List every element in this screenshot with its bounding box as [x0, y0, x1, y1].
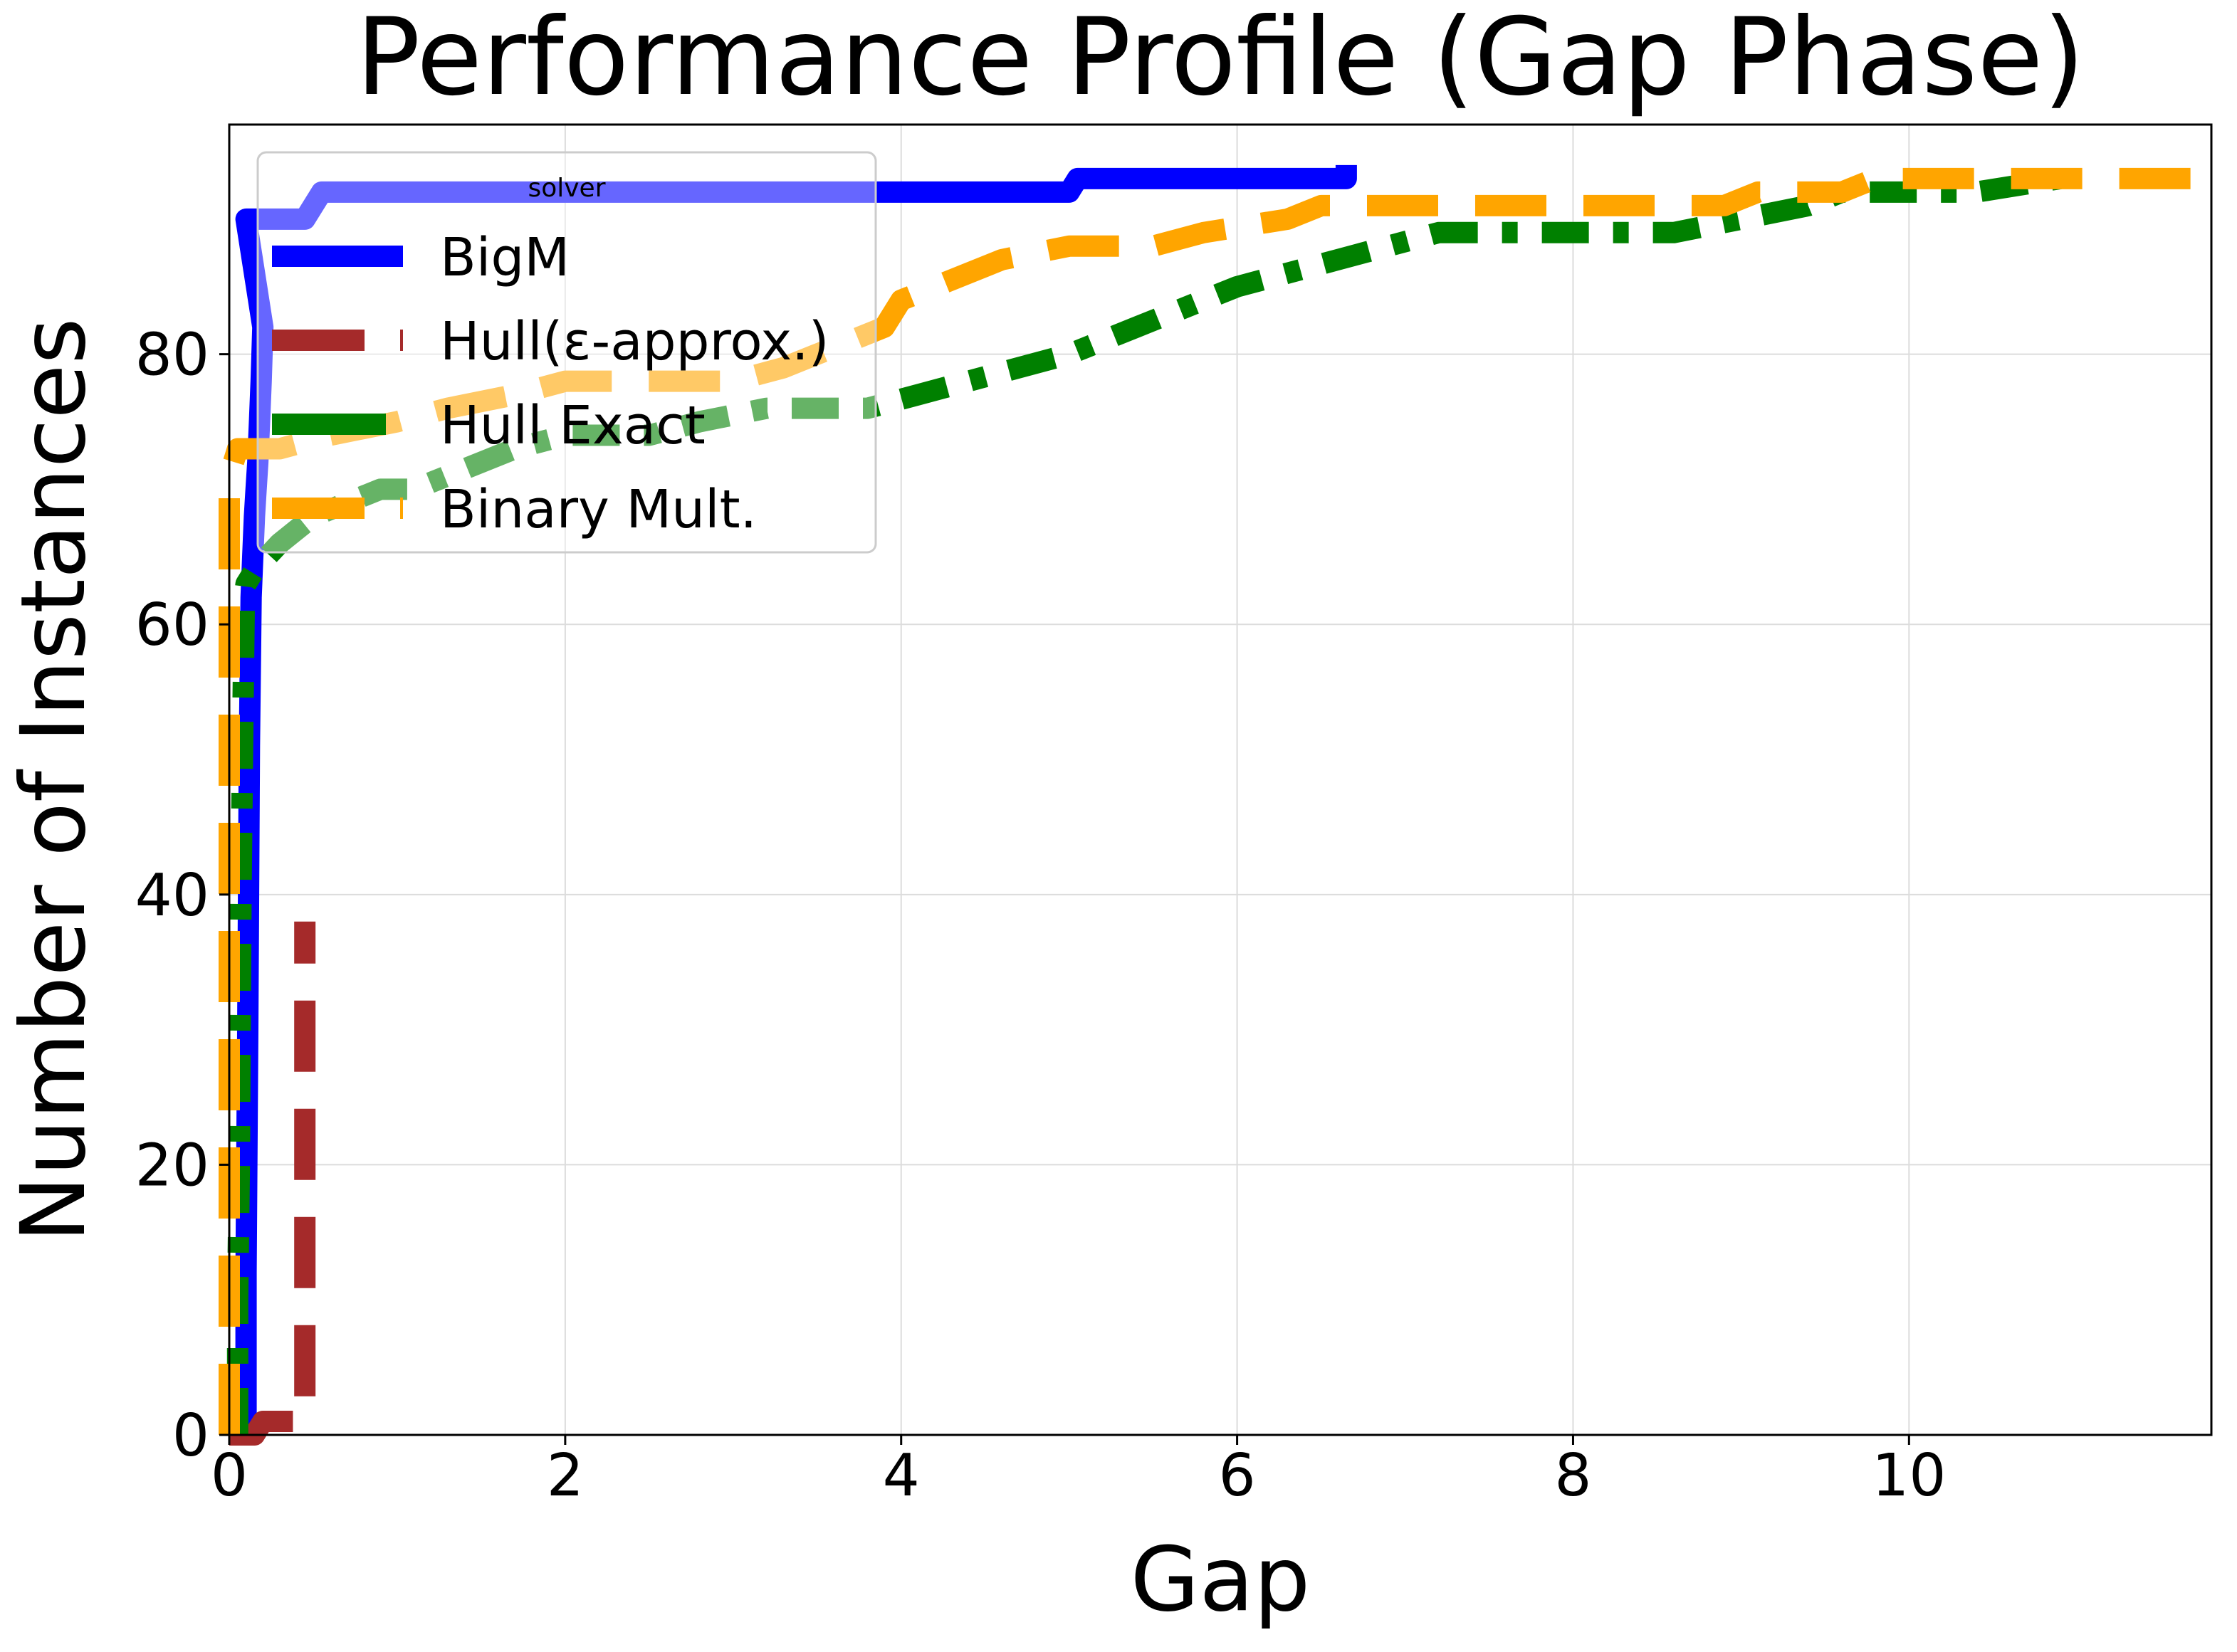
legend-label-binary-mult: Binary Mult. — [440, 479, 757, 540]
y-tick-label: 40 — [135, 862, 209, 930]
legend-box — [256, 151, 877, 554]
x-axis-label: Gap — [1131, 1528, 1311, 1631]
legend-label-bigm: BigM — [440, 227, 570, 288]
legend-label-hull-exact: Hull Exact — [440, 395, 706, 456]
y-tick-label: 0 — [172, 1402, 209, 1470]
series-line-bigm — [235, 164, 1357, 1435]
y-tick-label: 20 — [135, 1132, 209, 1199]
chart-title: Performance Profile (Gap Phase) — [356, 0, 2085, 120]
x-tick-label: 8 — [1554, 1442, 1591, 1510]
y-tick-label: 60 — [135, 591, 209, 659]
x-tick-label: 4 — [883, 1442, 920, 1510]
x-tick-label: 0 — [211, 1442, 248, 1510]
legend: solver BigM Hull(ε-approx.) Hull Exact Binar… — [256, 151, 877, 554]
series-line-hull-exact — [226, 168, 2063, 1435]
y-axis-label: Number of Instances — [2, 318, 105, 1243]
plot-area-frame — [228, 123, 2213, 1436]
x-tick-label: 2 — [547, 1442, 584, 1510]
legend-label-hull-approx: Hull(ε-approx.) — [440, 311, 829, 372]
x-tick-label: 10 — [1872, 1442, 1946, 1510]
legend-title: solver — [528, 174, 605, 203]
y-tick-label: 80 — [135, 322, 209, 389]
x-tick-label: 6 — [1219, 1442, 1256, 1510]
